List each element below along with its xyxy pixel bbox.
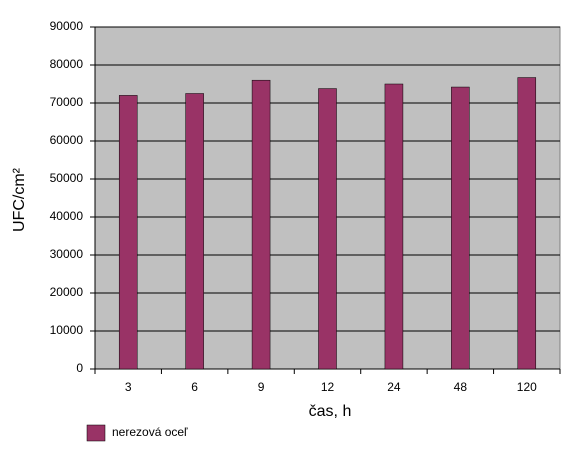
x-tick-label: 12 bbox=[321, 380, 335, 394]
y-tick-label: 30000 bbox=[50, 247, 84, 261]
x-tick-label: 24 bbox=[387, 380, 401, 394]
y-tick-label: 50000 bbox=[50, 171, 84, 185]
bar bbox=[517, 77, 537, 370]
x-tick-label: 48 bbox=[454, 380, 468, 394]
x-tick-label: 9 bbox=[258, 380, 265, 394]
y-tick-label: 90000 bbox=[50, 19, 84, 33]
bar bbox=[251, 79, 271, 370]
y-tick-label: 40000 bbox=[50, 209, 84, 223]
x-tick-label: 6 bbox=[191, 380, 198, 394]
x-tick-label: 120 bbox=[517, 380, 537, 394]
bar bbox=[185, 93, 204, 370]
legend-swatch bbox=[86, 424, 106, 442]
bar bbox=[118, 95, 138, 370]
y-tick-label: 10000 bbox=[50, 323, 84, 337]
y-tick-label: 20000 bbox=[50, 285, 84, 299]
y-tick-label: 80000 bbox=[50, 57, 84, 71]
y-axis-title: UFC/cm² bbox=[11, 167, 28, 232]
bar bbox=[318, 88, 337, 370]
x-axis-title: čas, h bbox=[309, 403, 352, 420]
legend-label: nerezová oceľ bbox=[112, 425, 188, 439]
bar bbox=[384, 83, 404, 370]
y-tick-label: 60000 bbox=[50, 133, 84, 147]
y-tick-label: 70000 bbox=[50, 95, 84, 109]
bar bbox=[451, 86, 470, 370]
y-tick-label: 0 bbox=[76, 361, 83, 375]
x-tick-label: 3 bbox=[125, 380, 132, 394]
